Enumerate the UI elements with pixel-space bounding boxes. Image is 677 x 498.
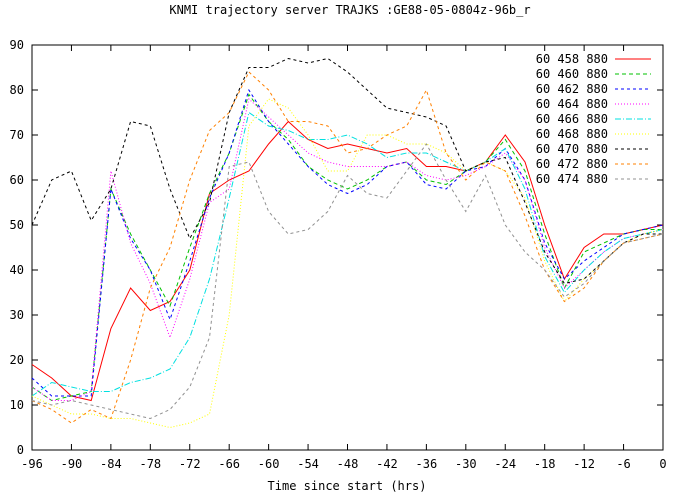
y-tick-label: 90 bbox=[10, 38, 24, 52]
y-tick-label: 20 bbox=[10, 353, 24, 367]
x-tick-label: -66 bbox=[218, 457, 240, 471]
y-tick-label: 50 bbox=[10, 218, 24, 232]
series-line bbox=[31, 88, 664, 397]
y-tick-label: 70 bbox=[10, 128, 24, 142]
y-tick-label: 30 bbox=[10, 308, 24, 322]
legend-label: 60 460 880 bbox=[536, 67, 608, 81]
y-tick-label: 60 bbox=[10, 173, 24, 187]
x-tick-label: -6 bbox=[616, 457, 630, 471]
y-tick-label: 0 bbox=[17, 443, 24, 457]
x-tick-label: -48 bbox=[337, 457, 359, 471]
legend-label: 60 472 880 bbox=[536, 157, 608, 171]
series-line bbox=[31, 71, 664, 424]
x-tick-label: -72 bbox=[179, 457, 201, 471]
legend-label: 60 462 880 bbox=[536, 82, 608, 96]
x-tick-label: -18 bbox=[534, 457, 556, 471]
legend-label: 60 466 880 bbox=[536, 112, 608, 126]
chart-title: KNMI trajectory server TRAJKS :GE88-05-0… bbox=[169, 3, 530, 17]
legend-label: 60 468 880 bbox=[536, 127, 608, 141]
x-tick-label: -30 bbox=[455, 457, 477, 471]
x-tick-label: -84 bbox=[100, 457, 122, 471]
x-tick-label: -42 bbox=[376, 457, 398, 471]
y-tick-label: 80 bbox=[10, 83, 24, 97]
series-line bbox=[31, 120, 664, 402]
x-tick-label: -54 bbox=[297, 457, 319, 471]
x-tick-label: 0 bbox=[659, 457, 666, 471]
legend-label: 60 464 880 bbox=[536, 97, 608, 111]
y-tick-label: 40 bbox=[10, 263, 24, 277]
x-tick-label: -90 bbox=[61, 457, 83, 471]
legend-label: 60 474 880 bbox=[536, 172, 608, 186]
x-tick-label: -78 bbox=[139, 457, 161, 471]
legend-label: 60 458 880 bbox=[536, 52, 608, 66]
x-tick-label: -36 bbox=[416, 457, 438, 471]
series-line bbox=[31, 111, 664, 397]
x-tick-label: -96 bbox=[21, 457, 43, 471]
series-line bbox=[31, 143, 664, 420]
y-tick-label: 10 bbox=[10, 398, 24, 412]
legend-label: 60 470 880 bbox=[536, 142, 608, 156]
x-tick-label: -60 bbox=[258, 457, 280, 471]
x-tick-label: -24 bbox=[494, 457, 516, 471]
series-line bbox=[31, 98, 664, 401]
series-line bbox=[31, 93, 663, 402]
x-tick-label: -12 bbox=[573, 457, 595, 471]
series-line bbox=[31, 57, 663, 285]
x-axis-label: Time since start (hrs) bbox=[268, 479, 427, 493]
